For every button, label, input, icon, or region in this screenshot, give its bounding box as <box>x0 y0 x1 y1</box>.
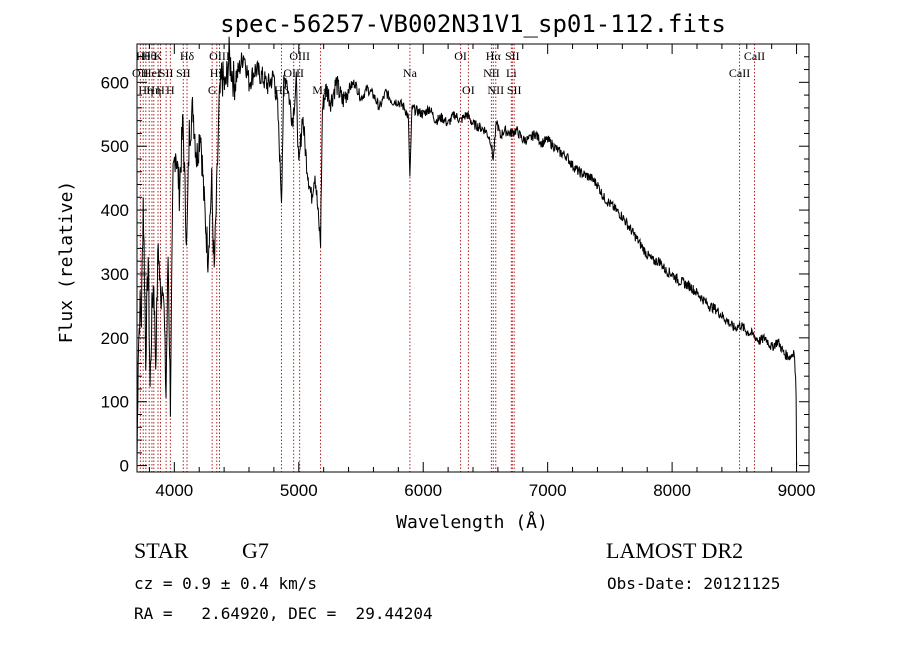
x-tick-label: 7000 <box>529 481 567 500</box>
line-marker-label: Hα <box>486 49 502 63</box>
line-marker-label: SII <box>505 49 520 63</box>
chart-title: spec-56257-VB002N31V1_sp01-112.fits <box>220 10 726 38</box>
line-marker-label: Hθ <box>142 49 157 63</box>
y-tick-label: 300 <box>101 265 129 284</box>
line-marker-label: OII <box>132 66 149 80</box>
line-marker-label: Na <box>403 66 418 80</box>
x-tick-label: 6000 <box>404 481 442 500</box>
y-tick-label: 600 <box>101 73 129 92</box>
line-marker-label: Hθ <box>136 49 151 63</box>
line-marker-label: G <box>208 83 217 97</box>
line-marker-label: CaII <box>744 49 765 63</box>
line-marker-label: H <box>156 83 165 97</box>
line-marker-label: OI <box>454 49 467 63</box>
x-tick-label: 4000 <box>155 481 193 500</box>
x-axis-ticks: 4000 5000 6000 7000 8000 9000 <box>148 44 816 500</box>
object-class: STAR <box>134 538 189 563</box>
line-marker-label: Hδ <box>180 49 195 63</box>
survey-label: LAMOST DR2 <box>606 538 744 563</box>
line-marker-label: NII <box>487 83 504 97</box>
y-axis-label: Flux (relative) <box>56 181 77 344</box>
redshift-text: cz = 0.9 ± 0.4 km/s <box>134 574 318 593</box>
y-tick-label: 400 <box>101 201 129 220</box>
line-marker-label: Li <box>506 66 517 80</box>
y-tick-label: 200 <box>101 329 129 348</box>
y-axis-ticks: 0 100 200 300 400 500 600 <box>101 56 809 476</box>
x-axis-label: Wavelength (Å) <box>396 511 548 533</box>
line-marker-label: Hη <box>138 83 153 97</box>
plot-frame <box>136 43 810 473</box>
spectrum-line <box>136 36 798 466</box>
x-tick-label: 9000 <box>778 481 816 500</box>
x-tick-label: 5000 <box>280 481 318 500</box>
line-marker-label: K <box>154 49 163 63</box>
line-marker-label: OIII <box>209 49 230 63</box>
x-tick-label: 8000 <box>653 481 691 500</box>
line-marker-label: SII <box>176 66 191 80</box>
y-tick-label: 0 <box>120 457 129 476</box>
line-marker-label: HeI <box>143 66 161 80</box>
y-tick-label: 500 <box>101 137 129 156</box>
line-marker-label: CaII <box>729 66 750 80</box>
line-marker-label: NII <box>483 66 500 80</box>
line-marker-label: OI <box>462 83 475 97</box>
line-marker-label: OIII <box>283 66 304 80</box>
line-marker-labels: OIIHθHηHθHeIHηKHSIIHSIIHδGHγOIIIHβOIIIOI… <box>132 49 765 97</box>
line-marker-label: H <box>166 83 175 97</box>
line-marker-label: SII <box>507 83 522 97</box>
line-markers <box>139 44 755 472</box>
line-marker-label: Hη <box>146 83 161 97</box>
line-marker-label: OIII <box>289 49 310 63</box>
y-tick-label: 100 <box>101 393 129 412</box>
radec-text: RA = 2.64920, DEC = 29.44204 <box>134 604 433 623</box>
object-subclass: G7 <box>242 538 269 563</box>
obs-date-text: Obs-Date: 20121125 <box>607 574 781 593</box>
line-marker-label: Mg <box>312 83 329 97</box>
line-marker-label: SII <box>159 66 174 80</box>
